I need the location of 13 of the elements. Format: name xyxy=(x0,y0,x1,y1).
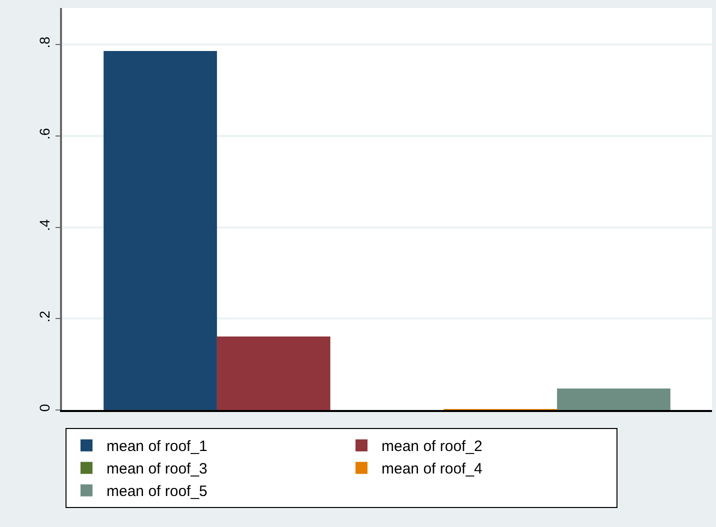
y-tick-label: .6 xyxy=(36,128,53,140)
legend-label: mean of roof_1 xyxy=(106,438,208,456)
y-tick-label: 0 xyxy=(36,404,53,412)
bar xyxy=(104,50,217,410)
bar xyxy=(557,388,670,410)
legend-label: mean of roof_4 xyxy=(382,460,482,478)
y-tick-label: .4 xyxy=(36,219,53,232)
bar xyxy=(216,336,330,410)
legend-label: mean of roof_3 xyxy=(106,460,208,478)
legend-label: mean of roof_2 xyxy=(382,438,482,456)
y-tick-label: .2 xyxy=(36,310,53,322)
y-tick-label: .8 xyxy=(36,36,53,48)
legend-label: mean of roof_5 xyxy=(106,483,208,500)
